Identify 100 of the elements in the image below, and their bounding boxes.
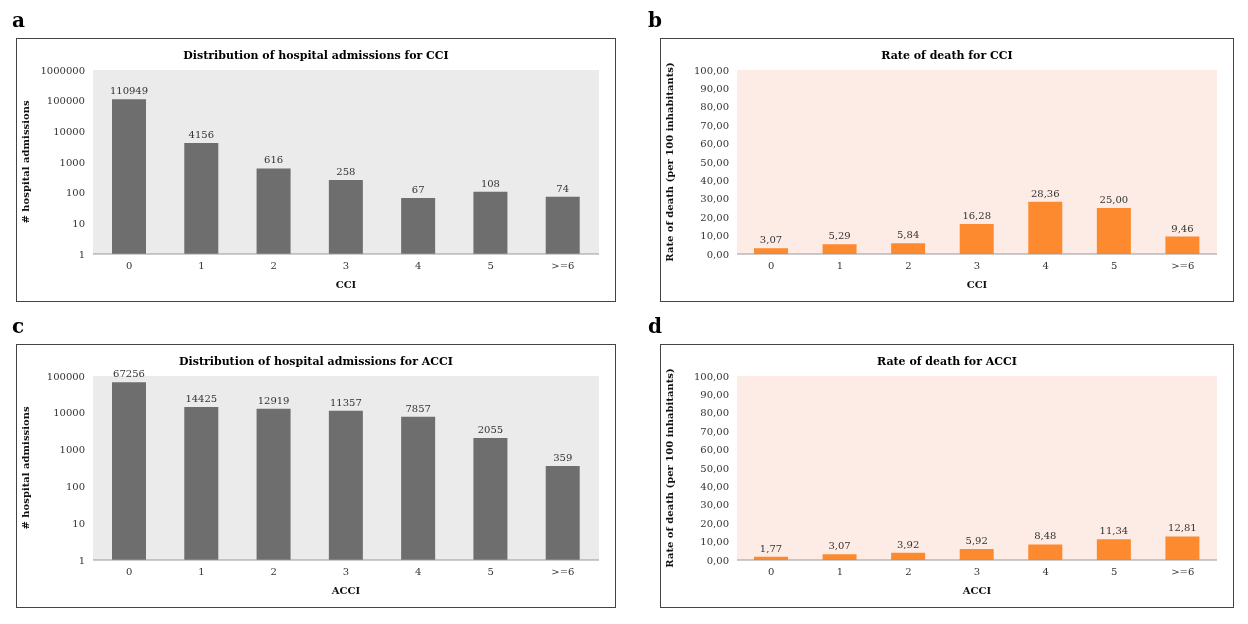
y-tick-label: 10 <box>72 517 85 529</box>
bar <box>1165 236 1200 254</box>
y-tick-label: 100000 <box>46 370 85 382</box>
y-tick-label: 1 <box>78 554 85 566</box>
y-tick-label: 10000 <box>53 407 85 419</box>
data-label: 108 <box>480 177 500 189</box>
text: b <box>647 8 663 34</box>
x-axis-title: CCI <box>335 279 357 290</box>
x-tick-label: 0 <box>125 260 133 272</box>
bar <box>822 244 857 254</box>
x-tick-label: >=6 <box>1171 260 1195 272</box>
x-tick-label: 3 <box>973 260 981 272</box>
x-tick-label: 4 <box>1042 566 1049 578</box>
bar <box>1028 544 1063 560</box>
x-tick-label: 1 <box>836 566 844 578</box>
data-label: 25,00 <box>1099 194 1129 205</box>
y-tick-label: 70,00 <box>700 425 729 437</box>
x-tick-label: 4 <box>1042 260 1049 272</box>
bar <box>1028 201 1063 254</box>
y-tick-label: 80,00 <box>700 101 729 113</box>
y-tick-label: 30,00 <box>700 193 729 205</box>
y-axis-title: # hospital admissions <box>19 100 31 224</box>
text: c <box>11 314 26 340</box>
y-tick-label: 0,00 <box>706 554 729 566</box>
x-axis-title: CCI <box>966 279 988 290</box>
x-tick-label: 3 <box>342 260 350 272</box>
y-tick-label: 20,00 <box>700 517 729 529</box>
data-label: 5,84 <box>897 229 920 241</box>
x-tick-label: 2 <box>905 566 912 578</box>
x-tick-label: 5 <box>487 566 494 578</box>
data-label: 4156 <box>188 129 215 141</box>
bar <box>891 243 926 254</box>
bar <box>1096 539 1131 560</box>
data-label: 110949 <box>109 85 149 97</box>
text: d <box>647 314 663 340</box>
x-tick-label: 5 <box>1110 260 1118 272</box>
data-label: 258 <box>336 166 356 178</box>
y-tick-label: 80,00 <box>700 407 729 419</box>
chart-title: Rate of death for CCI <box>880 49 1014 62</box>
x-tick-label: 1 <box>198 566 205 578</box>
y-tick-label: 60,00 <box>700 138 729 150</box>
y-tick-label: 10,00 <box>700 230 729 242</box>
data-label: 2055 <box>477 424 504 436</box>
data-label: 3,07 <box>759 234 783 246</box>
x-axis-title: ACCI <box>961 585 992 596</box>
data-label: 74 <box>556 182 570 194</box>
y-tick-label: 0,00 <box>706 248 729 260</box>
y-tick-label: 1000000 <box>40 64 85 76</box>
y-tick-label: 100 <box>65 480 85 492</box>
data-label: 3,92 <box>897 538 920 550</box>
data-label: 16,28 <box>962 210 992 222</box>
y-tick-label: 100 <box>65 187 85 199</box>
y-tick-label: 100,00 <box>694 64 729 76</box>
y-tick-label: 30,00 <box>700 499 729 511</box>
data-label: 28,36 <box>1030 187 1060 199</box>
x-tick-label: 2 <box>270 260 277 272</box>
y-tick-label: 10 <box>72 217 85 229</box>
data-label: 11,34 <box>1099 525 1129 537</box>
y-tick-label: 100,00 <box>694 370 729 382</box>
x-tick-label: 2 <box>270 566 277 578</box>
data-label: 1,77 <box>759 542 783 554</box>
data-label: 67256 <box>113 368 145 380</box>
y-tick-label: 40,00 <box>700 174 729 186</box>
x-axis-title: ACCI <box>330 585 361 596</box>
x-tick-label: 0 <box>768 566 775 578</box>
x-tick-label: >=6 <box>551 260 575 272</box>
x-tick-label: 3 <box>342 566 350 578</box>
y-tick-label: 100000 <box>46 95 85 107</box>
data-label: 616 <box>264 154 284 166</box>
y-tick-label: 1000 <box>59 444 85 456</box>
y-tick-label: 50,00 <box>700 156 729 168</box>
data-label: 5,92 <box>965 535 988 547</box>
x-tick-label: 4 <box>415 260 422 272</box>
data-label: 14425 <box>185 392 218 404</box>
data-label: 8,48 <box>1034 530 1057 542</box>
y-tick-label: 70,00 <box>700 119 729 131</box>
data-label: 359 <box>553 451 573 463</box>
x-tick-label: 5 <box>1110 566 1118 578</box>
data-label: 5,29 <box>828 230 851 242</box>
x-tick-label: 2 <box>905 260 912 272</box>
x-tick-label: 0 <box>125 566 133 578</box>
x-tick-label: 1 <box>198 260 205 272</box>
x-tick-label: 1 <box>836 260 844 272</box>
y-axis-title: Rate of death (per 100 inhabitants) <box>663 62 675 262</box>
chart-title: Distribution of hospital admissions for ACCI <box>177 355 454 368</box>
bar <box>1165 536 1200 560</box>
x-tick-label: 0 <box>768 260 775 272</box>
y-tick-label: 20,00 <box>700 211 729 223</box>
y-tick-label: 90,00 <box>700 388 729 400</box>
x-tick-label: 4 <box>415 566 422 578</box>
data-label: 67 <box>411 184 425 195</box>
data-label: 7857 <box>405 402 431 414</box>
x-tick-label: 5 <box>487 260 494 272</box>
bar <box>959 224 994 254</box>
data-label: 11357 <box>329 396 362 408</box>
y-axis-title: # hospital admissions <box>19 406 31 530</box>
data-label: 12,81 <box>1168 522 1197 534</box>
y-tick-label: 40,00 <box>700 480 729 492</box>
y-tick-label: 10000 <box>53 125 85 137</box>
y-tick-label: 10,00 <box>700 536 729 548</box>
